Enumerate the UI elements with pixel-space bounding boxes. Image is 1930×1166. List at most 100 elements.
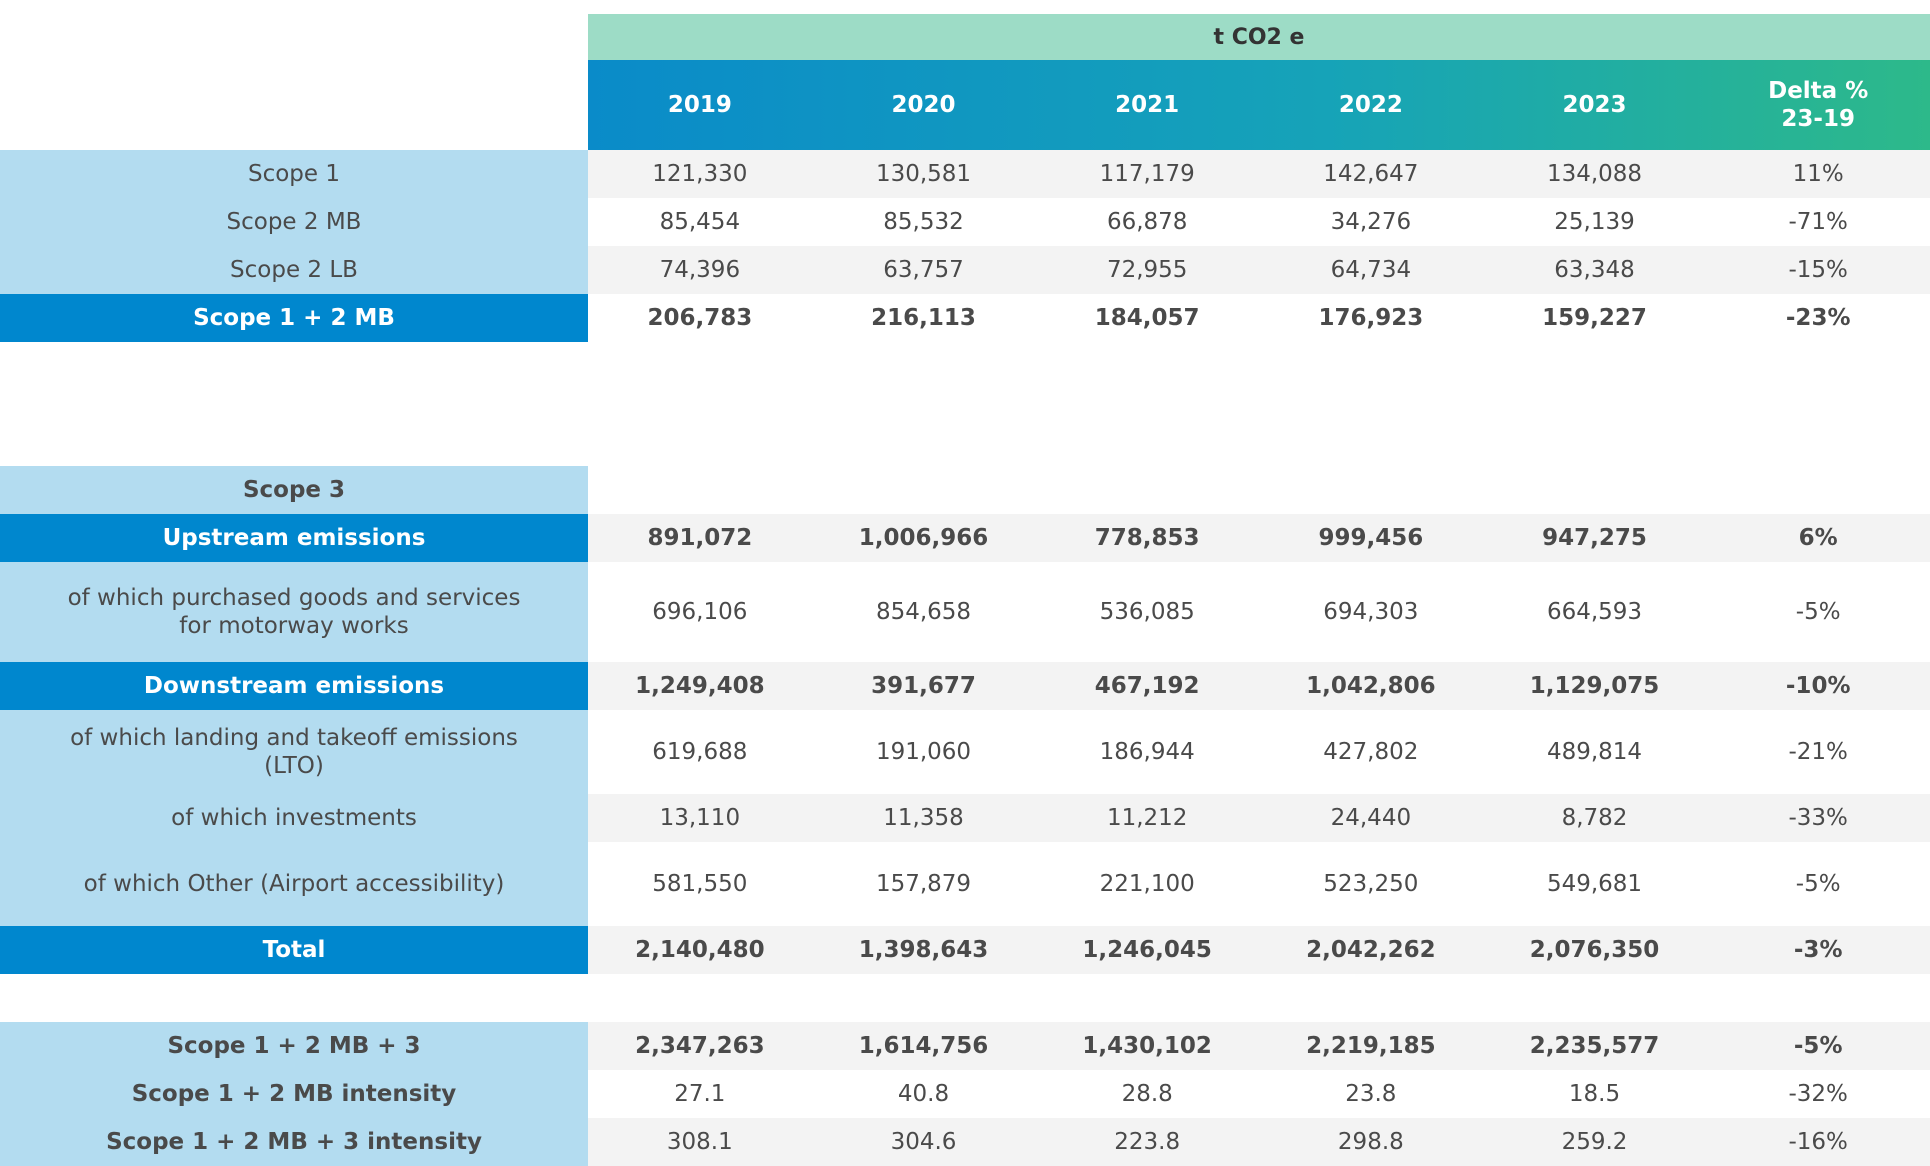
column-header: 2021: [1115, 92, 1180, 118]
table-cell: 176,923: [1318, 305, 1424, 331]
column-header: 2023: [1562, 92, 1627, 118]
table-row: Scope 1 + 2 MB + 3 2,347,263 1,614,756 1…: [0, 1022, 1930, 1070]
table-cell: -33%: [1788, 805, 1848, 831]
table-cell: 581,550: [652, 871, 748, 897]
table-cell: 25,139: [1554, 209, 1635, 235]
row-label: Scope 1: [0, 150, 588, 198]
table-cell: 1,614,756: [858, 1033, 989, 1059]
table-cell: -23%: [1785, 305, 1851, 331]
table-cell: -16%: [1788, 1129, 1848, 1155]
table-cell: 778,853: [1094, 525, 1200, 551]
table-cell: 1,430,102: [1082, 1033, 1212, 1059]
table-cell: 159,227: [1542, 305, 1647, 331]
table-row: of which landing and takeoff emissions (…: [0, 710, 1930, 794]
table-cell: 854,658: [875, 599, 972, 625]
table-cell: 121,330: [652, 161, 748, 187]
table-cell: 23.8: [1345, 1081, 1397, 1107]
table-cell: 27.1: [674, 1081, 726, 1107]
row-label: Upstream emissions: [0, 514, 588, 562]
column-header-row: 2019 2020 2021 2022 2023 Delta % 23-19: [588, 60, 1930, 150]
table-cell: -5%: [1795, 599, 1841, 625]
table-cell: 85,532: [883, 209, 964, 235]
table-cell: 117,179: [1099, 161, 1195, 187]
row-label: of which purchased goods and services fo…: [0, 562, 588, 662]
column-header-delta: Delta % 23-19: [1768, 78, 1869, 132]
table-cell: 891,072: [647, 525, 753, 551]
column-header: 2019: [667, 92, 732, 118]
table-cell: [1483, 466, 1707, 514]
table-cell: 130,581: [875, 161, 972, 187]
table-row-highlight: Upstream emissions 891,072 1,006,966 778…: [0, 514, 1930, 562]
row-label: Total: [0, 926, 588, 974]
table-cell: [1259, 466, 1483, 514]
row-label: Downstream emissions: [0, 662, 588, 710]
table-cell: 74,396: [659, 257, 741, 283]
table-row-highlight: Scope 1 + 2 MB 206,783 216,113 184,057 1…: [0, 294, 1930, 342]
table-cell: 11%: [1792, 161, 1844, 187]
table-cell: -10%: [1785, 673, 1851, 699]
table-cell: -71%: [1788, 209, 1848, 235]
table-row: of which purchased goods and services fo…: [0, 562, 1930, 662]
table-cell: 72,955: [1106, 257, 1188, 283]
table-cell: 66,878: [1106, 209, 1188, 235]
table-cell: -15%: [1788, 257, 1848, 283]
table-cell: 191,060: [875, 739, 972, 765]
table-cell: 298.8: [1337, 1129, 1404, 1155]
table-cell: 2,219,185: [1306, 1033, 1436, 1059]
table-cell: 259.2: [1561, 1129, 1628, 1155]
table-cell: 11,212: [1106, 805, 1188, 831]
table-row: Scope 1 121,330 130,581 117,179 142,647 …: [0, 150, 1930, 198]
table-cell: 40.8: [897, 1081, 950, 1107]
table-cell: 1,129,075: [1529, 673, 1660, 699]
row-label: of which investments: [0, 794, 588, 842]
row-label: Scope 2 LB: [0, 246, 588, 294]
table-cell: 467,192: [1094, 673, 1200, 699]
table-cell: 184,057: [1094, 305, 1200, 331]
row-label: Scope 1 + 2 MB: [0, 294, 588, 342]
table-cell: 694,303: [1323, 599, 1419, 625]
table-cell: 2,347,263: [635, 1033, 765, 1059]
table-cell: [588, 466, 812, 514]
table-row: Scope 2 MB 85,454 85,532 66,878 34,276 2…: [0, 198, 1930, 246]
table-cell: 28.8: [1121, 1081, 1173, 1107]
table-cell: 664,593: [1546, 599, 1643, 625]
table-cell: 157,879: [875, 871, 972, 897]
table-cell: 134,088: [1546, 161, 1643, 187]
table-cell: -3%: [1793, 937, 1843, 963]
table-cell: 1,249,408: [635, 673, 765, 699]
table-cell: 523,250: [1323, 871, 1419, 897]
table-cell: 427,802: [1323, 739, 1419, 765]
column-header: 2022: [1338, 92, 1403, 118]
table-row-highlight: Downstream emissions 1,249,408 391,677 4…: [0, 662, 1930, 710]
row-label: Scope 1 + 2 MB + 3 intensity: [0, 1118, 588, 1166]
table-cell: 85,454: [659, 209, 741, 235]
table-cell: 489,814: [1546, 739, 1643, 765]
row-label: Scope 3: [0, 466, 588, 514]
table-cell: 221,100: [1099, 871, 1195, 897]
table-cell: 13,110: [659, 805, 741, 831]
table-cell: 186,944: [1099, 739, 1195, 765]
row-label: Scope 1 + 2 MB + 3: [0, 1022, 588, 1070]
table-cell: 304.6: [890, 1129, 957, 1155]
table-cell: 308.1: [666, 1129, 733, 1155]
table-cell: -32%: [1788, 1081, 1848, 1107]
table-cell: 696,106: [652, 599, 748, 625]
table-cell: 6%: [1798, 525, 1838, 551]
table-cell: -5%: [1793, 1033, 1843, 1059]
table-cell: 206,783: [647, 305, 753, 331]
row-label: of which Other (Airport accessibility): [0, 842, 588, 926]
table-cell: 64,734: [1330, 257, 1412, 283]
table-cell: [1706, 466, 1930, 514]
table-cell: 8,782: [1561, 805, 1628, 831]
table-row: of which Other (Airport accessibility) 5…: [0, 842, 1930, 926]
table-cell: [812, 466, 1036, 514]
table-cell: 24,440: [1330, 805, 1412, 831]
table-cell: 11,358: [883, 805, 964, 831]
table-cell: 18.5: [1568, 1081, 1621, 1107]
table-cell: 947,275: [1542, 525, 1647, 551]
table-cell: 619,688: [652, 739, 748, 765]
table-cell: 63,348: [1554, 257, 1635, 283]
table-cell: 2,140,480: [635, 937, 765, 963]
table-cell: 63,757: [883, 257, 964, 283]
table-cell: 999,456: [1318, 525, 1424, 551]
